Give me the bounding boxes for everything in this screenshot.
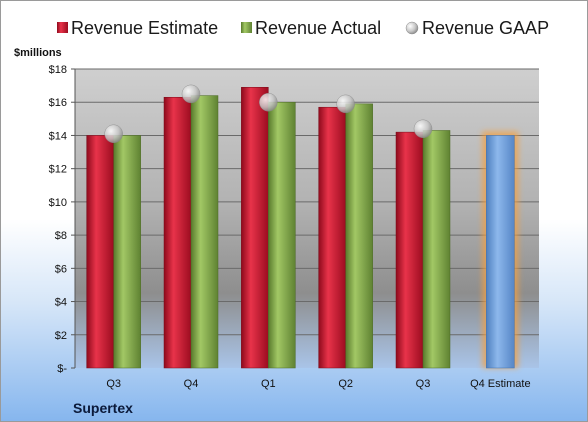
bar-revenue-actual — [113, 135, 141, 369]
legend: Revenue Estimate Revenue Actual Revenue GA… — [57, 18, 549, 38]
x-tick-label: Q3 — [106, 378, 121, 390]
x-tick-label: Q4 Estimate — [470, 378, 531, 390]
y-tick-label: $2 — [55, 330, 67, 342]
y-tick-label: $4 — [55, 297, 67, 309]
legend-item: Revenue GAAP — [405, 18, 549, 38]
bar-revenue-estimate — [318, 106, 346, 369]
legend-label: Revenue Estimate — [71, 18, 218, 38]
x-tick-label: Q4 — [184, 378, 199, 390]
bars — [86, 87, 519, 369]
legend-item: Revenue Estimate — [57, 18, 218, 38]
legend-swatch — [57, 22, 68, 33]
marker-revenue-gaap — [104, 124, 123, 144]
y-tick-label: $10 — [49, 197, 67, 209]
legend-swatch — [241, 22, 252, 33]
marker-revenue-gaap — [181, 84, 201, 104]
x-tick-label: Q1 — [261, 378, 276, 390]
y-tick-label: $8 — [55, 230, 67, 242]
legend-label: Revenue Actual — [255, 18, 381, 38]
plot-area — [75, 69, 539, 368]
marker-revenue-gaap — [336, 94, 355, 114]
y-tick-label: $14 — [49, 130, 67, 142]
legend-label: Revenue GAAP — [422, 18, 549, 38]
bar-revenue-actual — [190, 95, 219, 369]
y-tick-label: $- — [57, 363, 67, 375]
bar-revenue-estimate — [395, 131, 424, 369]
x-axis-ticks: Q3 Q4 Q1 Q2 Q3 Q4 Estimate — [106, 378, 530, 390]
bar-q4-estimate — [486, 135, 515, 369]
bar-revenue-estimate — [241, 87, 269, 369]
bar-revenue-actual — [345, 103, 373, 369]
x-tick-label: Q2 — [338, 378, 353, 390]
bar-revenue-actual — [422, 130, 451, 369]
y-tick-label: $16 — [49, 97, 67, 109]
y-tick-label: $18 — [49, 64, 67, 76]
y-tick-label: $12 — [49, 164, 67, 176]
bar-revenue-actual — [268, 101, 296, 369]
marker-revenue-gaap — [259, 92, 278, 112]
legend-item: Revenue Actual — [241, 18, 381, 38]
gaap-markers — [104, 84, 433, 144]
bar-revenue-estimate — [86, 135, 114, 369]
y-tick-label: $6 — [55, 263, 67, 275]
units-label: $millions — [14, 47, 62, 59]
x-tick-label: Q3 — [416, 378, 431, 390]
legend-swatch — [405, 21, 419, 35]
marker-revenue-gaap — [413, 119, 433, 139]
bar-revenue-estimate — [163, 96, 192, 369]
company-label: Supertex — [73, 400, 133, 416]
y-axis-ticks: $- $2 $4 $6 $8 $10 $12 $14 $16 $18 — [49, 64, 76, 375]
gridlines — [75, 68, 539, 336]
